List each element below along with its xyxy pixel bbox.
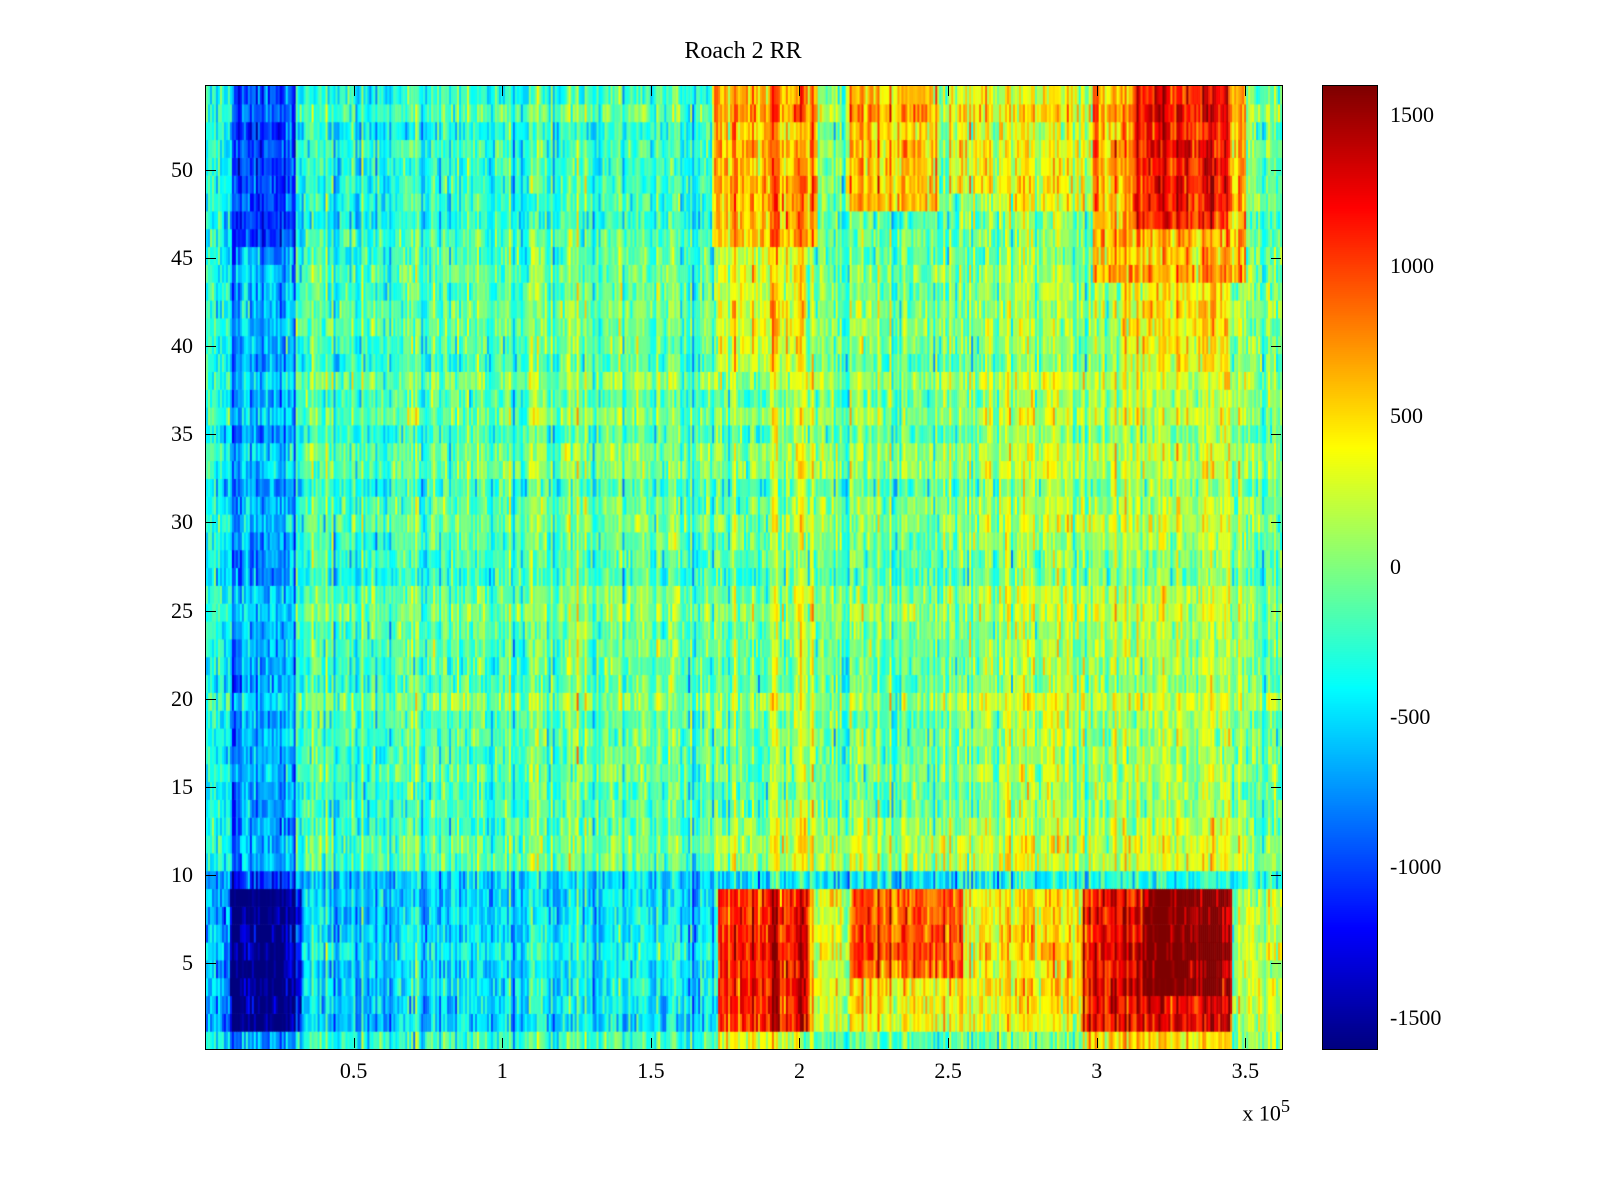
axis-tick-mark bbox=[650, 1038, 652, 1048]
x-axis-tick-label: 2.5 bbox=[934, 1058, 962, 1083]
axis-tick-mark bbox=[206, 257, 216, 259]
axis-tick-mark bbox=[1271, 169, 1281, 171]
colorbar-tick-label: 1000 bbox=[1390, 252, 1434, 278]
axis-tick-mark bbox=[206, 434, 216, 436]
y-axis-tick-label: 10 bbox=[171, 862, 193, 888]
y-axis-tick-label: 20 bbox=[171, 685, 193, 711]
axis-tick-mark bbox=[206, 346, 216, 348]
axis-tick-mark bbox=[1096, 86, 1098, 96]
x-axis-tick-label: 1 bbox=[496, 1058, 508, 1083]
colorbar-tick-label: -1500 bbox=[1390, 1004, 1442, 1030]
axis-tick-mark bbox=[799, 86, 801, 96]
axis-tick-mark bbox=[1271, 786, 1281, 788]
axis-tick-mark bbox=[206, 522, 216, 524]
colorbar-tick-label: 1500 bbox=[1390, 102, 1434, 128]
colorbar-tick-label: 0 bbox=[1390, 553, 1401, 579]
axis-tick-mark bbox=[206, 169, 216, 171]
axis-tick-mark bbox=[1245, 86, 1247, 96]
x-axis-exponent-label: x 105 bbox=[1190, 1096, 1290, 1126]
axis-tick-mark bbox=[948, 1038, 950, 1048]
exponent-value: 5 bbox=[1280, 1096, 1290, 1116]
x-axis-tick-label: 0.5 bbox=[339, 1058, 368, 1083]
axis-tick-mark bbox=[1245, 1038, 1247, 1048]
y-axis-tick-label: 40 bbox=[171, 333, 193, 359]
axis-tick-mark bbox=[353, 86, 355, 96]
axis-tick-mark bbox=[1271, 963, 1281, 965]
axis-tick-mark bbox=[1271, 257, 1281, 259]
axis-tick-mark bbox=[353, 1038, 355, 1048]
colorbar-canvas bbox=[1323, 86, 1377, 1049]
chart-title: Roach 2 RR bbox=[684, 38, 802, 64]
plot-area bbox=[205, 85, 1283, 1050]
y-axis-tick-label: 5 bbox=[182, 950, 193, 976]
y-axis-tick-label: 15 bbox=[171, 773, 193, 799]
axis-tick-mark bbox=[206, 875, 216, 877]
colorbar bbox=[1322, 85, 1378, 1050]
axis-tick-mark bbox=[1271, 346, 1281, 348]
y-axis-tick-label: 25 bbox=[171, 597, 193, 623]
axis-tick-mark bbox=[502, 86, 504, 96]
axis-tick-mark bbox=[1271, 610, 1281, 612]
axis-tick-mark bbox=[1271, 875, 1281, 877]
y-axis-tick-label: 45 bbox=[171, 244, 193, 270]
colorbar-tick-label: -1000 bbox=[1390, 854, 1442, 880]
axis-tick-mark bbox=[1096, 1038, 1098, 1048]
y-axis-tick-label: 35 bbox=[171, 421, 193, 447]
axis-tick-mark bbox=[799, 1038, 801, 1048]
axis-tick-mark bbox=[1271, 522, 1281, 524]
axis-tick-mark bbox=[206, 610, 216, 612]
y-axis-tick-label: 50 bbox=[171, 156, 193, 182]
x-axis-tick-label: 3.5 bbox=[1231, 1058, 1260, 1083]
axis-tick-mark bbox=[206, 963, 216, 965]
colorbar-tick-label: -500 bbox=[1390, 703, 1431, 729]
x-axis-tick-label: 2 bbox=[793, 1058, 805, 1083]
axis-tick-mark bbox=[206, 786, 216, 788]
colorbar-tick-label: 500 bbox=[1390, 403, 1423, 429]
exponent-prefix: x 10 bbox=[1242, 1100, 1281, 1126]
axis-tick-mark bbox=[502, 1038, 504, 1048]
axis-tick-mark bbox=[206, 698, 216, 700]
x-axis-tick-label: 3 bbox=[1091, 1058, 1103, 1083]
axis-tick-mark bbox=[1271, 698, 1281, 700]
axis-tick-mark bbox=[948, 86, 950, 96]
axis-tick-mark bbox=[650, 86, 652, 96]
y-axis-tick-label: 30 bbox=[171, 509, 193, 535]
axis-tick-mark bbox=[1271, 434, 1281, 436]
heatmap-canvas bbox=[206, 86, 1282, 1049]
x-axis-tick-label: 1.5 bbox=[637, 1058, 665, 1083]
